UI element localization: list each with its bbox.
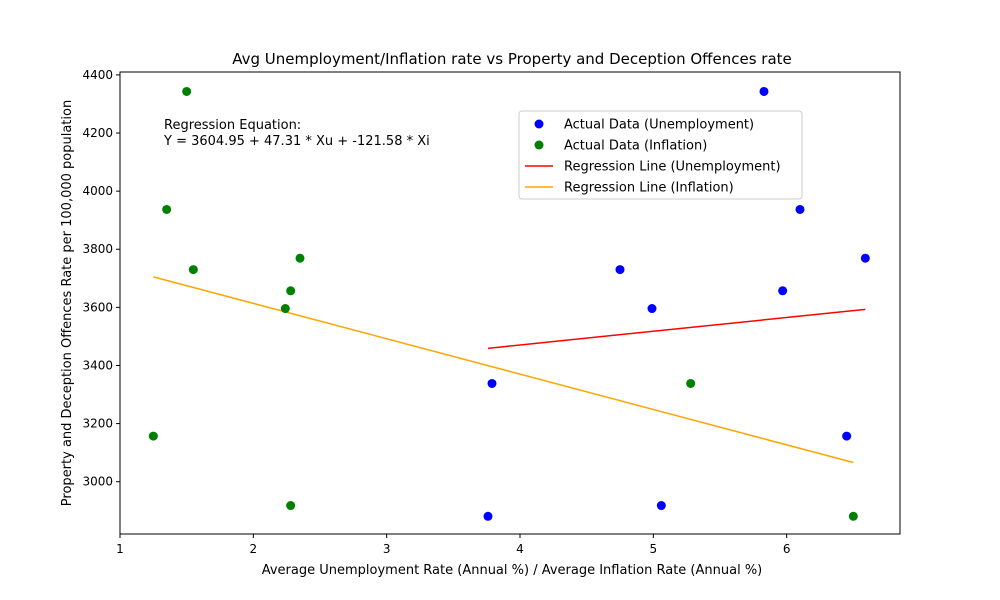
x-tick-label: 2 <box>250 542 258 556</box>
legend-frame <box>518 110 803 200</box>
scatter-point <box>842 431 852 441</box>
regression-equation-annotation: Regression Equation: Y = 3604.95 + 47.31… <box>163 118 430 149</box>
scatter-point <box>188 265 198 275</box>
regression-line <box>487 308 866 350</box>
y-tick-label: 3200 <box>82 417 113 431</box>
x-tick-label: 5 <box>650 542 658 556</box>
scatter-point <box>778 286 788 296</box>
scatter-point <box>795 204 805 214</box>
x-tick-label: 1 <box>116 542 124 556</box>
legend-label: Actual Data (Unemployment) <box>564 118 754 133</box>
scatter-point <box>148 431 158 441</box>
scatter-point <box>483 511 493 521</box>
scatter-point <box>848 511 858 521</box>
scatter-point <box>759 86 769 96</box>
x-tick-label: 6 <box>783 542 791 556</box>
regression-line <box>153 276 854 464</box>
scatter-point <box>162 204 172 214</box>
scatter-point <box>615 265 625 275</box>
y-tick-label: 3800 <box>82 242 113 256</box>
y-tick-label: 3600 <box>82 300 113 314</box>
scatter-point <box>280 304 290 314</box>
x-tick-label: 3 <box>383 542 391 556</box>
y-tick-label: 3000 <box>82 475 113 489</box>
annotation-line-2: Y = 3604.95 + 47.31 * Xu + -121.58 * Xi <box>163 134 430 149</box>
y-tick-label: 4400 <box>82 68 113 82</box>
x-axis-label: Average Unemployment Rate (Annual %) / A… <box>262 563 763 578</box>
legend-label: Regression Line (Inflation) <box>564 181 734 196</box>
legend-marker <box>534 140 544 150</box>
scatter-point <box>295 253 305 263</box>
legend-label: Actual Data (Inflation) <box>564 139 707 154</box>
scatter-point <box>656 501 666 511</box>
axes-frame <box>119 71 901 535</box>
scatter-point <box>647 304 657 314</box>
scatter-point <box>286 501 296 511</box>
scatter-point <box>860 253 870 263</box>
scatter-point <box>182 86 192 96</box>
scatter-point <box>487 378 497 388</box>
scatter-point <box>686 378 696 388</box>
legend-marker <box>534 119 544 129</box>
scatter-point <box>286 286 296 296</box>
annotation-line-1: Regression Equation: <box>164 118 301 133</box>
x-tick-label: 4 <box>516 542 524 556</box>
y-tick-label: 3400 <box>82 358 113 372</box>
legend-label: Regression Line (Unemployment) <box>564 160 781 175</box>
y-tick-label: 4000 <box>82 184 113 198</box>
y-tick-label: 4200 <box>82 126 113 140</box>
chart-legend: Actual Data (Unemployment) Actual Data (I… <box>518 110 803 200</box>
y-axis-label: Property and Deception Offences Rate per… <box>60 100 75 506</box>
chart-title: Avg Unemployment/Inflation rate vs Prope… <box>232 50 792 68</box>
